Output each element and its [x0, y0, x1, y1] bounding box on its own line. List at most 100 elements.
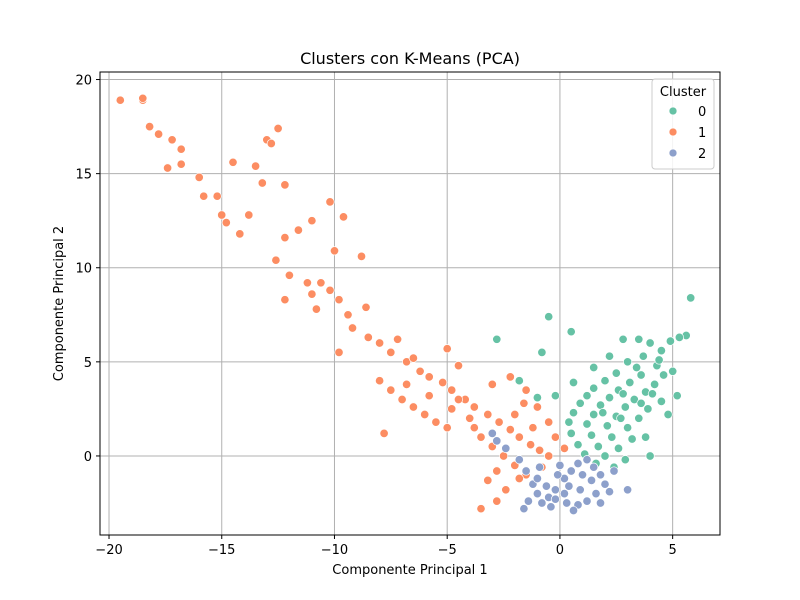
legend-box: [651, 78, 715, 170]
scatter-point-cluster-2: [550, 494, 560, 504]
scatter-point-cluster-1: [307, 216, 317, 226]
scatter-point-cluster-2: [604, 487, 615, 497]
scatter-point-cluster-1: [453, 394, 464, 405]
scatter-point-cluster-2: [550, 485, 560, 495]
scatter-point-cluster-0: [492, 334, 502, 344]
scatter-point-cluster-1: [483, 475, 493, 485]
x-axis-label: Componente Principal 1: [332, 563, 487, 578]
scatter-point-cluster-2: [600, 479, 610, 489]
scatter-point-cluster-2: [623, 485, 633, 495]
scatter-point-cluster-2: [595, 498, 606, 508]
scatter-point-cluster-2: [532, 473, 542, 484]
x-tick-label: 5: [669, 543, 677, 558]
scatter-point-cluster-0: [674, 332, 684, 342]
scatter-point-cluster-2: [577, 470, 588, 480]
scatter-point-cluster-1: [379, 428, 389, 438]
scatter-point-cluster-2: [532, 489, 542, 499]
scatter-point-cluster-1: [442, 423, 452, 433]
scatter-point-cluster-1: [271, 255, 281, 265]
scatter-point-cluster-0: [650, 379, 660, 389]
legend-marker-0: [668, 106, 678, 116]
scatter-point-cluster-1: [145, 122, 155, 132]
scatter-point-cluster-2: [564, 481, 574, 491]
scatter-point-cluster-1: [386, 347, 396, 357]
scatter-point-cluster-1: [431, 417, 441, 427]
scatter-point-cluster-0: [568, 408, 579, 418]
legend-title: Cluster: [660, 85, 707, 100]
legend-label-0: 0: [698, 105, 706, 120]
scatter-point-cluster-0: [564, 417, 574, 427]
scatter-point-cluster-1: [447, 385, 457, 395]
scatter-point-cluster-1: [397, 394, 407, 405]
scatter-point-cluster-1: [266, 138, 276, 149]
scatter-point-cluster-2: [523, 496, 533, 506]
scatter-point-cluster-1: [316, 278, 326, 288]
scatter-point-cluster-1: [176, 144, 186, 154]
scatter-point-cluster-0: [618, 389, 628, 399]
scatter-point-cluster-0: [573, 440, 583, 450]
scatter-point-cluster-1: [528, 423, 538, 433]
scatter-point-cluster-1: [257, 178, 267, 188]
scatter-point-cluster-0: [656, 346, 666, 356]
scatter-point-cluster-1: [221, 218, 231, 228]
scatter-point-cluster-0: [582, 419, 592, 429]
scatter-point-cluster-1: [514, 473, 524, 484]
scatter-point-cluster-1: [280, 180, 290, 190]
scatter-point-cluster-0: [589, 409, 599, 420]
scatter-point-cluster-2: [609, 466, 619, 476]
scatter-point-cluster-0: [604, 393, 615, 403]
scatter-point-cluster-0: [643, 404, 653, 414]
scatter-point-cluster-2: [555, 460, 565, 470]
scatter-point-cluster-1: [311, 304, 321, 314]
scatter-point-cluster-1: [334, 347, 344, 357]
scatter-point-cluster-0: [647, 389, 657, 399]
scatter-point-cluster-0: [645, 338, 655, 348]
scatter-point-cluster-1: [510, 409, 520, 420]
scatter-point-cluster-0: [634, 413, 644, 423]
y-tick-label: 5: [84, 356, 92, 371]
scatter-point-cluster-1: [361, 302, 371, 312]
scatter-point-cluster-1: [167, 135, 177, 145]
x-tick-label: −10: [321, 543, 348, 558]
scatter-point-cluster-2: [537, 498, 547, 508]
scatter-point-cluster-0: [595, 400, 606, 410]
scatter-point-cluster-0: [589, 362, 599, 373]
scatter-point-cluster-0: [623, 423, 633, 433]
scatter-point-cluster-2: [589, 462, 599, 472]
scatter-point-cluster-2: [487, 428, 497, 438]
scatter-point-cluster-0: [656, 396, 666, 406]
scatter-point-cluster-0: [641, 432, 651, 442]
scatter-point-cluster-1: [402, 379, 412, 389]
scatter-point-cluster-0: [629, 394, 639, 405]
scatter-point-cluster-1: [476, 432, 486, 442]
scatter-point-cluster-1: [115, 95, 125, 105]
scatter-point-cluster-1: [483, 409, 493, 420]
scatter-point-cluster-1: [375, 338, 385, 348]
scatter-point-cluster-1: [424, 372, 434, 382]
scatter-point-cluster-1: [329, 246, 340, 256]
scatter-point-cluster-1: [492, 466, 502, 476]
scatter-point-cluster-2: [582, 455, 592, 465]
scatter-point-cluster-0: [634, 334, 644, 344]
scatter-point-cluster-0: [636, 398, 646, 408]
scatter-point-cluster-0: [665, 336, 675, 346]
scatter-point-cluster-1: [154, 129, 164, 139]
scatter-point-cluster-1: [492, 496, 502, 506]
legend-label-2: 2: [698, 147, 706, 162]
scatter-point-cluster-0: [575, 398, 585, 408]
scatter-point-cluster-1: [343, 310, 353, 320]
scatter-point-cluster-2: [501, 443, 511, 453]
scatter-point-cluster-1: [235, 229, 245, 239]
scatter-point-cluster-1: [163, 163, 173, 173]
legend-marker-2: [668, 148, 678, 158]
scatter-point-cluster-1: [217, 210, 227, 220]
scatter-point-cluster-1: [453, 361, 464, 371]
scatter-point-cluster-0: [593, 441, 603, 452]
plot-frame: [99, 71, 721, 536]
scatter-point-cluster-0: [537, 347, 547, 357]
scatter-point-cluster-0: [654, 355, 664, 365]
scatter-point-cluster-2: [591, 489, 601, 499]
data-points: [115, 93, 696, 516]
scatter-point-cluster-1: [469, 402, 479, 412]
